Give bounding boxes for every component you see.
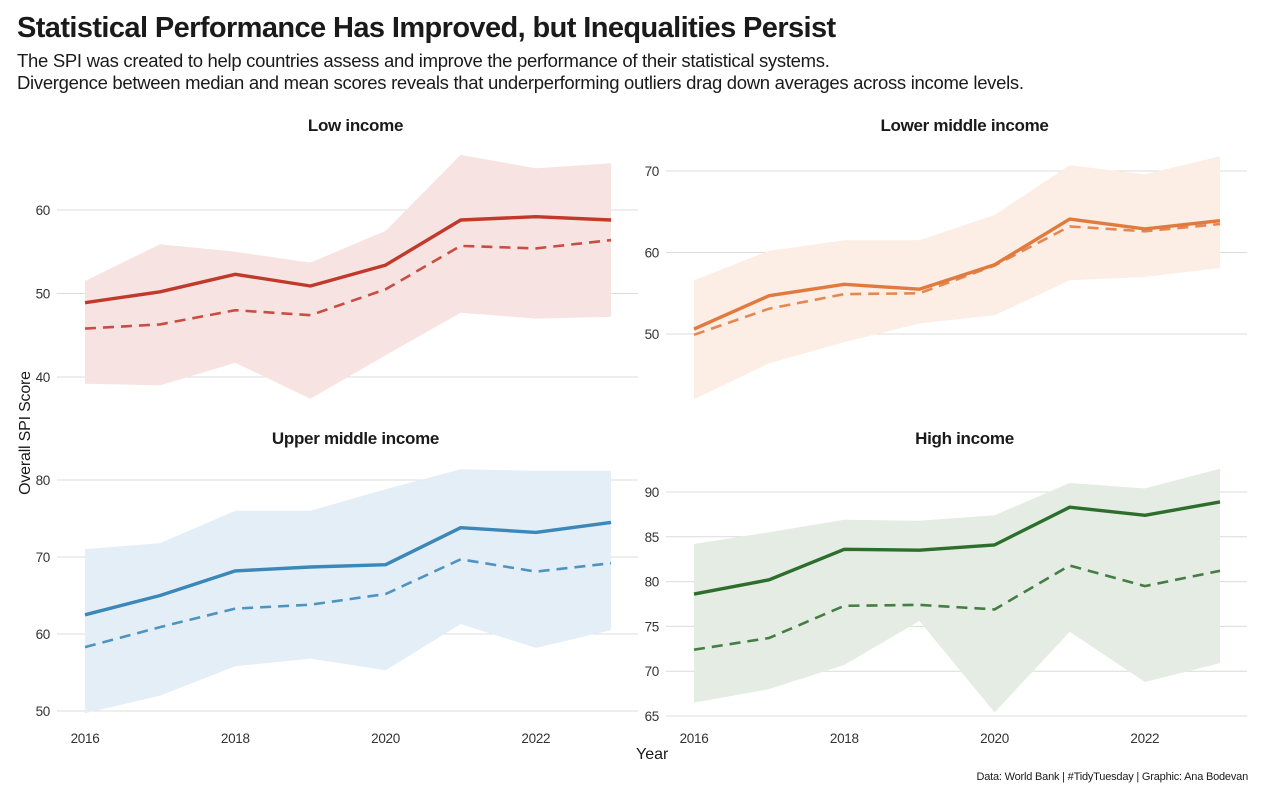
y-tick-label: 70 [36, 550, 50, 565]
mean-line [84, 557, 612, 649]
median-line [693, 217, 1221, 331]
x-tick-label: 2016 [71, 731, 100, 746]
y-tick-label: 40 [36, 370, 50, 385]
range-ribbon [85, 469, 611, 714]
y-tick-label: 80 [36, 473, 50, 488]
x-tick-label: 2020 [371, 731, 400, 746]
x-tick-label: 2022 [521, 731, 550, 746]
panel-title: High income [915, 429, 1014, 448]
x-axis-label: Year [636, 746, 669, 763]
y-tick-label: 80 [645, 575, 659, 590]
y-tick-label: 70 [645, 664, 659, 679]
median-line [84, 520, 612, 617]
x-tick-label: 2016 [680, 731, 709, 746]
y-tick-label: 60 [645, 246, 659, 261]
x-tick-label: 2018 [221, 731, 250, 746]
range-ribbon [694, 468, 1220, 713]
x-tick-label: 2020 [980, 731, 1009, 746]
chart-title: Statistical Performance Has Improved, bu… [17, 12, 836, 44]
mean-line [84, 238, 612, 330]
panel-high-income: High income 65 70 75 80 85 90 2016 2018 2020 2022 [645, 429, 1247, 746]
panel-title: Low income [308, 116, 403, 135]
y-tick-label: 60 [36, 203, 50, 218]
subtitle-line-1: The SPI was created to help countries as… [17, 50, 830, 71]
subtitle-line-2: Divergence between median and mean score… [17, 72, 1024, 93]
y-axis-label: Overall SPI Score [17, 371, 34, 495]
mean-line [693, 564, 1221, 651]
x-tick-label: 2018 [830, 731, 859, 746]
mean-line [693, 222, 1221, 337]
y-tick-label: 50 [645, 327, 659, 342]
panel-lower-middle-income: Lower middle income 50 60 70 [645, 116, 1247, 400]
median-line [84, 214, 612, 305]
chart-subtitle: The SPI was created to help countries as… [17, 50, 1024, 94]
y-tick-label: 65 [645, 709, 659, 724]
y-tick-label: 85 [645, 530, 659, 545]
panel-low-income: Low income 40 50 60 [36, 116, 638, 399]
y-tick-label: 70 [645, 164, 659, 179]
panel-title: Upper middle income [272, 429, 439, 448]
panel-upper-middle-income: Upper middle income 50 60 70 80 2016 2018 2020 2… [36, 429, 638, 746]
y-tick-label: 60 [36, 627, 50, 642]
x-tick-label: 2022 [1130, 731, 1159, 746]
median-line [693, 500, 1221, 596]
y-tick-label: 50 [36, 704, 50, 719]
panel-title: Lower middle income [880, 116, 1048, 135]
caption: Data: World Bank | #TidyTuesday | Graphi… [976, 771, 1249, 783]
y-tick-label: 50 [36, 287, 50, 302]
y-tick-label: 75 [645, 619, 659, 634]
y-tick-label: 90 [645, 485, 659, 500]
